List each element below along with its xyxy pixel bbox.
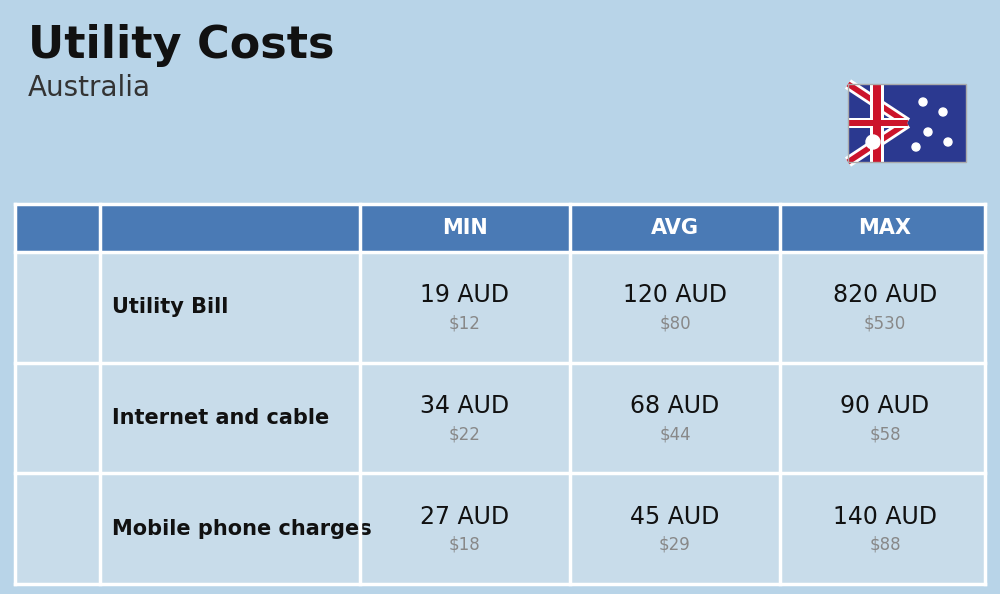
Circle shape — [919, 98, 927, 106]
Bar — [873, 84, 881, 162]
Text: Australia: Australia — [28, 74, 151, 102]
Text: $18: $18 — [449, 536, 481, 554]
Text: 68 AUD: 68 AUD — [630, 394, 720, 418]
Bar — [848, 84, 966, 162]
Bar — [15, 363, 985, 473]
Text: Utility Costs: Utility Costs — [28, 24, 334, 67]
Bar — [100, 204, 360, 252]
Circle shape — [924, 128, 932, 136]
Text: 820 AUD: 820 AUD — [833, 283, 937, 307]
Text: 27 AUD: 27 AUD — [420, 505, 510, 529]
Text: MIN: MIN — [442, 218, 488, 238]
Text: $12: $12 — [449, 314, 481, 332]
Text: 19 AUD: 19 AUD — [420, 283, 510, 307]
Circle shape — [866, 135, 880, 149]
Text: $88: $88 — [869, 536, 901, 554]
Bar — [848, 120, 907, 126]
Bar — [15, 473, 985, 584]
Text: $44: $44 — [659, 425, 691, 443]
Text: $80: $80 — [659, 314, 691, 332]
Text: Utility Bill: Utility Bill — [112, 298, 228, 317]
Bar — [870, 84, 884, 162]
Text: Mobile phone charges: Mobile phone charges — [112, 519, 372, 539]
Text: 34 AUD: 34 AUD — [420, 394, 510, 418]
Text: 45 AUD: 45 AUD — [630, 505, 720, 529]
Circle shape — [939, 108, 947, 116]
Text: $530: $530 — [864, 314, 906, 332]
Text: MAX: MAX — [858, 218, 912, 238]
Text: 140 AUD: 140 AUD — [833, 505, 937, 529]
Text: AVG: AVG — [651, 218, 699, 238]
Bar — [848, 118, 907, 128]
Circle shape — [944, 138, 952, 146]
Bar — [848, 84, 966, 162]
Bar — [15, 252, 985, 363]
Text: Internet and cable: Internet and cable — [112, 408, 329, 428]
Text: $29: $29 — [659, 536, 691, 554]
Circle shape — [912, 143, 920, 151]
Text: 90 AUD: 90 AUD — [840, 394, 930, 418]
Bar — [15, 204, 985, 252]
Text: 120 AUD: 120 AUD — [623, 283, 727, 307]
Text: $58: $58 — [869, 425, 901, 443]
Bar — [15, 204, 100, 252]
Text: $22: $22 — [449, 425, 481, 443]
